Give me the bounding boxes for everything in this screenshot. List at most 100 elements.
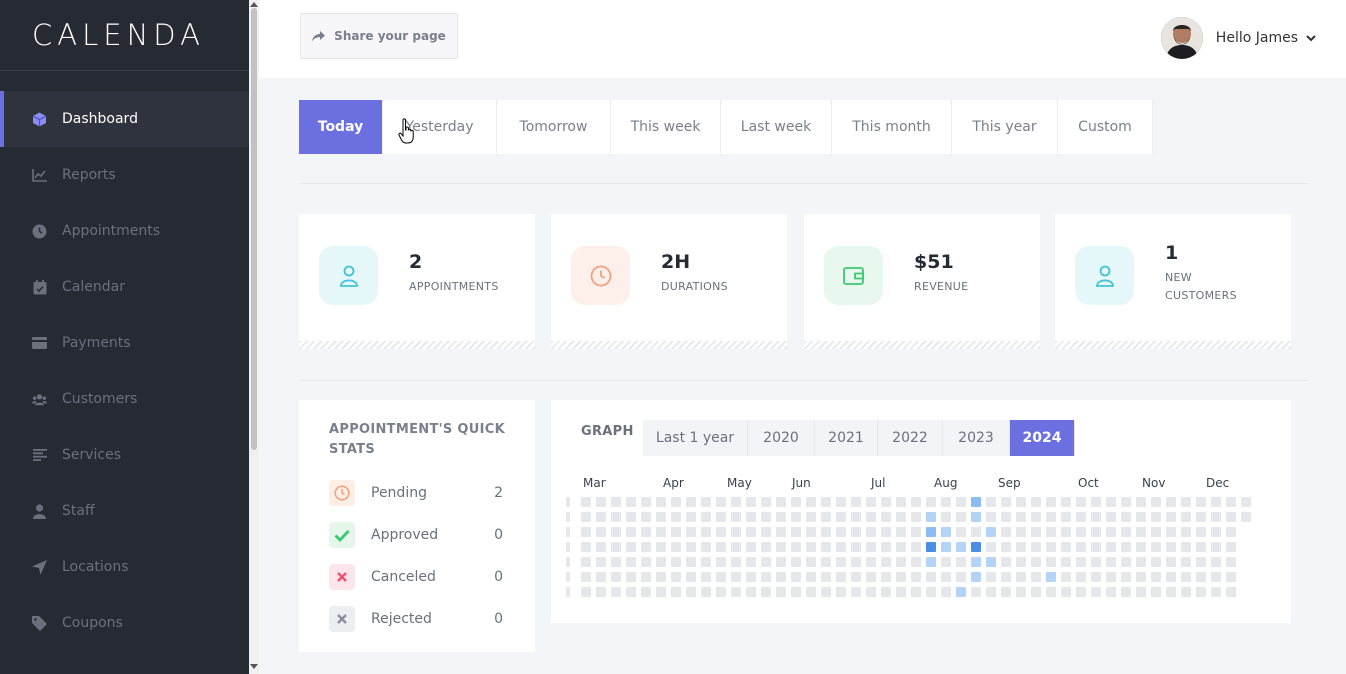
heatmap-cell[interactable] [1226,497,1236,507]
heatmap-cell[interactable] [1181,542,1191,552]
user-greeting[interactable]: Hello James [1215,30,1298,46]
graph-tab-2023[interactable]: 2023 [943,420,1010,456]
heatmap-cell[interactable] [971,497,981,507]
heatmap-cell[interactable] [851,527,861,537]
heatmap-cell[interactable] [851,512,861,522]
heatmap-cell[interactable] [821,542,831,552]
heatmap-cell[interactable] [836,512,846,522]
heatmap-cell[interactable] [971,542,981,552]
heatmap-cell[interactable] [1181,572,1191,582]
heatmap-cell[interactable] [821,587,831,597]
heatmap-cell[interactable] [986,512,996,522]
heatmap-cell[interactable] [1211,572,1221,582]
heatmap-cell[interactable] [746,557,756,567]
heatmap-cell[interactable] [791,542,801,552]
heatmap-cell[interactable] [836,527,846,537]
tab-this-week[interactable]: This week [611,100,721,154]
heatmap-cell[interactable] [926,557,936,567]
heatmap-cell[interactable] [701,557,711,567]
tab-this-month[interactable]: This month [832,100,952,154]
heatmap-cell[interactable] [851,542,861,552]
sidebar-scrollbar[interactable] [249,0,259,674]
heatmap-cell[interactable] [626,572,636,582]
heatmap-cell[interactable] [596,542,606,552]
heatmap-cell[interactable] [761,527,771,537]
heatmap-cell[interactable] [956,542,966,552]
heatmap-cell[interactable] [866,542,876,552]
heatmap-cell[interactable] [1016,512,1026,522]
heatmap-cell[interactable] [911,497,921,507]
heatmap-cell[interactable] [686,542,696,552]
heatmap-cell[interactable] [1151,587,1161,597]
heatmap-cell[interactable] [956,557,966,567]
graph-tab-2024[interactable]: 2024 [1010,420,1075,456]
heatmap-cell[interactable] [971,557,981,567]
heatmap-cell[interactable] [806,587,816,597]
heatmap-cell[interactable] [1181,557,1191,567]
heatmap-cell[interactable] [656,542,666,552]
heatmap-cell[interactable] [1136,572,1146,582]
heatmap-cell[interactable] [596,572,606,582]
heatmap-cell[interactable] [956,527,966,537]
heatmap-cell[interactable] [836,572,846,582]
heatmap-cell[interactable] [866,587,876,597]
heatmap-cell[interactable] [1106,512,1116,522]
heatmap-cell[interactable] [1031,542,1041,552]
heatmap-cell[interactable] [971,587,981,597]
heatmap-cell[interactable] [1031,527,1041,537]
heatmap-cell[interactable] [1076,512,1086,522]
heatmap-cell[interactable] [1046,587,1056,597]
heatmap-cell[interactable] [1136,512,1146,522]
heatmap-cell[interactable] [686,497,696,507]
heatmap-cell[interactable] [1121,557,1131,567]
heatmap-cell[interactable] [806,542,816,552]
heatmap-cell[interactable] [1211,512,1221,522]
heatmap-cell[interactable] [911,587,921,597]
heatmap-cell[interactable] [806,557,816,567]
heatmap-cell[interactable] [1121,497,1131,507]
heatmap-cell[interactable] [626,557,636,567]
heatmap-cell[interactable] [626,512,636,522]
heatmap-cell[interactable] [836,587,846,597]
heatmap-cell[interactable] [1031,557,1041,567]
heatmap-cell[interactable] [761,497,771,507]
heatmap-cell[interactable] [881,512,891,522]
heatmap-cell[interactable] [1076,587,1086,597]
heatmap-cell[interactable] [791,512,801,522]
heatmap-cell[interactable] [971,512,981,522]
heatmap-cell[interactable] [566,572,570,582]
heatmap-cell[interactable] [611,542,621,552]
heatmap-cell[interactable] [806,512,816,522]
heatmap-cell[interactable] [1181,587,1191,597]
heatmap-cell[interactable] [686,572,696,582]
graph-tab-last-1-year[interactable]: Last 1 year [643,420,748,456]
heatmap-cell[interactable] [986,497,996,507]
heatmap-cell[interactable] [701,572,711,582]
heatmap-cell[interactable] [806,497,816,507]
sidebar-item-appointments[interactable]: Appointments [0,203,249,259]
heatmap-cell[interactable] [941,527,951,537]
heatmap-cell[interactable] [701,497,711,507]
heatmap-cell[interactable] [641,557,651,567]
heatmap-cell[interactable] [986,527,996,537]
heatmap-cell[interactable] [641,572,651,582]
heatmap-cell[interactable] [581,542,591,552]
heatmap-cell[interactable] [956,512,966,522]
heatmap-cell[interactable] [1196,587,1206,597]
heatmap-cell[interactable] [776,572,786,582]
heatmap-cell[interactable] [566,512,570,522]
heatmap-cell[interactable] [956,587,966,597]
graph-tab-2022[interactable]: 2022 [878,420,943,456]
heatmap-cell[interactable] [731,587,741,597]
avatar[interactable] [1160,17,1203,59]
heatmap-cell[interactable] [791,497,801,507]
heatmap-cell[interactable] [1091,512,1101,522]
heatmap-cell[interactable] [941,587,951,597]
heatmap-cell[interactable] [716,572,726,582]
heatmap-cell[interactable] [866,527,876,537]
heatmap-cell[interactable] [761,512,771,522]
heatmap-cell[interactable] [1136,542,1146,552]
heatmap-cell[interactable] [821,572,831,582]
heatmap-cell[interactable] [971,527,981,537]
user-menu[interactable]: Hello James [1160,17,1316,59]
